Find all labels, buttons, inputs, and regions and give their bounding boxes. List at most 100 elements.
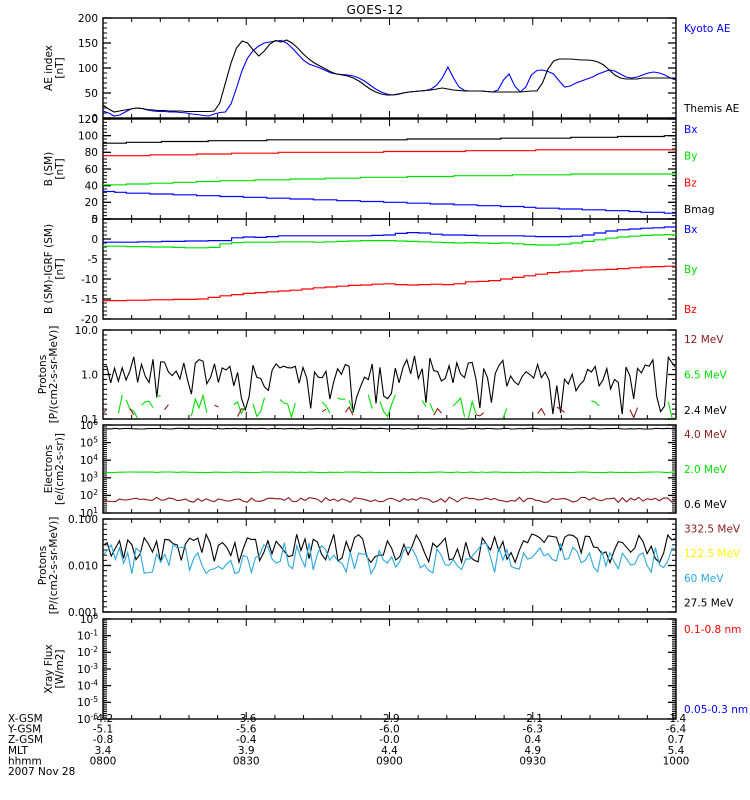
y-tick-b-sm: 60	[85, 164, 98, 176]
y-tick-xray-flux: 10-3	[77, 662, 98, 676]
bottom-value-z-gsm-2: -0.0	[379, 734, 400, 746]
axis-major-ticks	[103, 329, 676, 420]
y-tick-ae-index: 100	[78, 63, 98, 75]
legend-b-sm-2: Bz	[684, 177, 697, 189]
y-tick-electrons: 105	[80, 435, 98, 449]
axis-minor-ticks	[103, 17, 676, 119]
bottom-value-hhmm-1: 0830	[233, 755, 260, 767]
y-tick-xray-flux: 10-1	[77, 628, 98, 642]
bottom-row-label-hhmm: hhmm	[8, 755, 42, 767]
y-tick-electrons: 102	[80, 488, 98, 502]
axis-x-ticks	[102, 619, 677, 719]
y-axis-label-electrons: Electrons	[43, 445, 55, 494]
series-group-electrons	[104, 427, 675, 504]
series-protons-12-2	[164, 404, 169, 411]
series-protons-12-6	[344, 406, 354, 416]
legend-protons-low-1: 6.5 MeV	[684, 370, 728, 382]
bottom-value-hhmm-4: 1000	[663, 755, 690, 767]
series-protons-6p5-16	[467, 399, 477, 418]
y-axis-label-b-sm-minus-igrf: B (SM)-IGRF (SM)	[43, 224, 55, 314]
series-group-protons-high	[104, 532, 675, 576]
axis-major-ticks	[103, 218, 676, 320]
y-tick-xray-flux: 10-2	[77, 645, 98, 659]
bottom-value-z-gsm-4: 0.7	[668, 734, 685, 746]
series-protons-6p5-2	[141, 400, 154, 408]
y-tick-b-sm: 0	[91, 214, 98, 226]
y-tick-protons-high: 0.010	[68, 560, 98, 572]
series-group-protons-low	[104, 355, 675, 418]
y-tick-b-sm-minus-igrf: -20	[81, 314, 98, 326]
bottom-value-mlt-1: 3.9	[238, 745, 255, 757]
y-tick-ae-index: 50	[85, 88, 98, 100]
series-protons-6p5-5	[233, 401, 246, 415]
bottom-value-z-gsm-1: -0.4	[236, 734, 257, 746]
series-electrons-0p6	[104, 496, 675, 504]
y-axis-label-xray-flux: Xray Flux	[43, 644, 55, 693]
legend-xray-flux-0: 0.1-0.8 nm	[684, 624, 741, 636]
y-axis-label-protons-high: Protons	[37, 546, 49, 585]
series-bsm-0	[103, 190, 676, 214]
bottom-value-hhmm-0: 0800	[90, 755, 117, 767]
y-tick-b-sm-minus-igrf: 0	[91, 234, 98, 246]
axis-major-ticks	[103, 618, 676, 720]
bottom-value-x-gsm-1: -3.6	[236, 713, 257, 725]
bottom-value-y-gsm-4: -6.4	[666, 724, 687, 736]
axis-x-ticks	[102, 18, 677, 118]
bottom-row-label-z-gsm: Z-GSM	[8, 734, 43, 746]
series-protons-6p5-9	[337, 397, 346, 400]
panel-frame-ae-index	[102, 17, 677, 119]
bottom-value-x-gsm-4: -1.4	[666, 713, 687, 725]
y-tick-b-sm-minus-igrf: 5	[91, 214, 98, 226]
y-tick-protons-high: 0.100	[68, 514, 98, 526]
y-tick-b-sm-minus-igrf: -5	[88, 254, 98, 266]
bottom-value-mlt-2: 4.4	[381, 745, 398, 757]
series-protons-6p5-1	[125, 399, 138, 418]
panel-frame-xray-flux	[102, 618, 677, 720]
bottom-value-z-gsm-0: -0.8	[93, 734, 114, 746]
axis-major-ticks	[103, 118, 676, 220]
legend-b-sm-minus-igrf-0: Bx	[684, 224, 697, 236]
bottom-row-label-x-gsm: X-GSM	[8, 713, 43, 725]
legend-electrons-1: 2.0 MeV	[684, 464, 728, 476]
y-tick-electrons: 103	[80, 471, 98, 485]
series-bsm-2	[103, 149, 676, 157]
legend-protons-low-0: 12 MeV	[684, 334, 724, 346]
bottom-value-x-gsm-0: -4.2	[93, 713, 114, 725]
y-axis-label-ae-index: [nT]	[54, 57, 66, 78]
y-axis-label-protons-high: [P/(cm2-s-sr-MeV)]	[48, 517, 60, 615]
y-tick-protons-low: 1.0	[81, 369, 98, 381]
y-tick-electrons: 106	[80, 418, 98, 432]
axis-minor-ticks	[103, 618, 676, 720]
legend-xray-flux-1: 0.05-0.3 nm	[684, 704, 748, 716]
legend-protons-low-2: 2.4 MeV	[684, 405, 728, 417]
series-protons-6p5-6	[252, 397, 266, 418]
page-title: GOES-12	[346, 3, 404, 17]
series-protons-2p4	[104, 355, 675, 415]
series-ae-0	[102, 39, 677, 117]
bottom-value-y-gsm-3: -6.3	[523, 724, 544, 736]
bottom-value-mlt-3: 4.9	[524, 745, 541, 757]
legend-electrons-0: 4.0 MeV	[684, 429, 728, 441]
y-tick-electrons: 104	[80, 453, 98, 467]
series-protons-12-7	[433, 407, 442, 416]
series-electrons-4p0	[104, 427, 675, 430]
y-tick-xray-flux: 10-5	[77, 695, 98, 709]
series-protons-6p5-12	[379, 394, 396, 418]
bottom-value-x-gsm-2: -2.9	[379, 713, 400, 725]
y-axis-label-xray-flux: [W/m2]	[54, 649, 66, 688]
bottom-value-y-gsm-0: -5.1	[93, 724, 114, 736]
legend-protons-high-0: 332.5 MeV	[684, 523, 741, 535]
y-tick-protons-low: 10.0	[75, 325, 98, 337]
series-protons-6p5-13	[421, 400, 427, 407]
series-protons-6p5-7	[279, 399, 296, 418]
bottom-row-label-y-gsm: Y-GSM	[7, 724, 41, 736]
series-protons-12-10	[556, 406, 565, 413]
series-protons-6p5-8	[321, 401, 331, 414]
series-protons-12-3	[214, 404, 219, 408]
legend-b-sm-minus-igrf-1: By	[684, 264, 697, 276]
bottom-value-mlt-4: 5.4	[668, 745, 685, 757]
legend-protons-high-3: 27.5 MeV	[684, 598, 734, 610]
legend-protons-high-2: 60 MeV	[684, 573, 724, 585]
y-axis-label-electrons: [e/(cm2-s-sr)]	[54, 433, 66, 505]
